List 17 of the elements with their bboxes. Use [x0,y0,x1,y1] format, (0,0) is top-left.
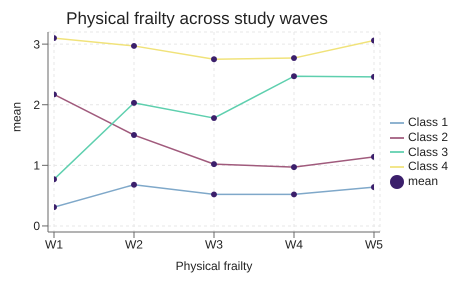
y-axis-title: mean [9,102,24,132]
y-tick-label: 2 [33,98,40,112]
chart-title: Physical frailty across study waves [65,8,329,30]
y-tick-label: 3 [33,37,40,52]
x-tick-label: W3 [204,238,224,252]
y-tick-label: 1 [33,158,40,173]
legend-label: mean [408,174,438,188]
legend-label: Class 2 [408,130,448,144]
x-tick-label: W2 [124,238,144,252]
x-tick-label: W4 [284,238,304,252]
x-tick-label: W5 [364,238,384,252]
legend-label: Class 4 [408,159,448,174]
y-tick-label: 0 [33,219,40,234]
x-axis-title: Physical frailty [176,259,252,273]
legend-label: Class 1 [408,114,448,129]
x-tick-label: W1 [45,238,64,252]
legend-label: Class 3 [408,144,448,159]
